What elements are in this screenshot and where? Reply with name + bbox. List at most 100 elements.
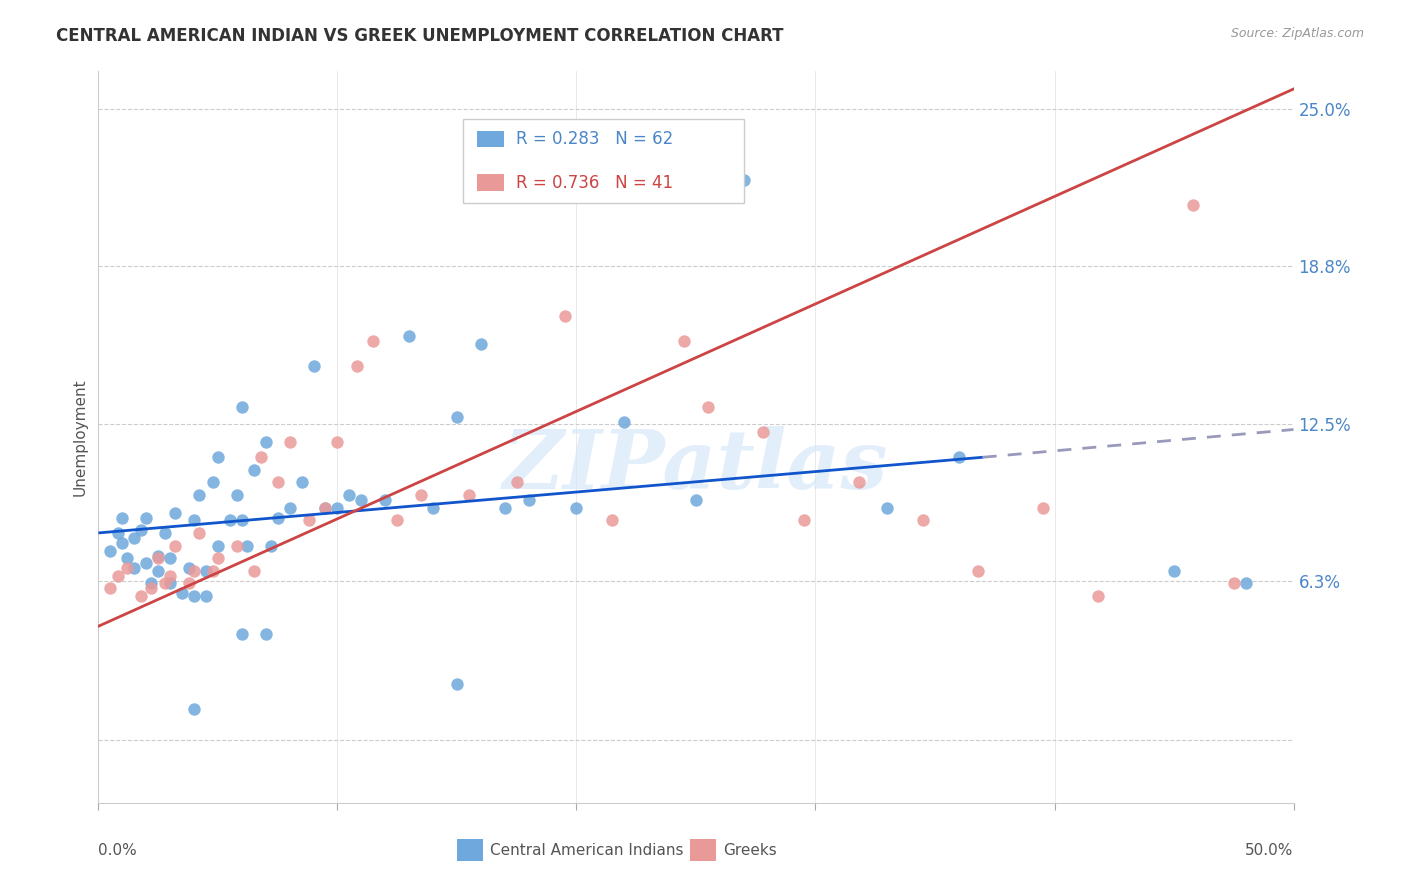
Point [163, 539, 186, 553]
Point [948, 450, 970, 465]
Point [1163, 564, 1185, 578]
Point [470, 336, 492, 351]
Bar [463, 119, 744, 203]
Text: CENTRAL AMERICAN INDIAN VS GREEK UNEMPLOYMENT CORRELATION CHART: CENTRAL AMERICAN INDIAN VS GREEK UNEMPLO… [56, 27, 783, 45]
Point [179, 561, 201, 575]
Point [259, 539, 281, 553]
Point [446, 409, 468, 424]
Point [278, 500, 301, 515]
Point [111, 510, 134, 524]
Point [278, 435, 301, 450]
Text: Source: ZipAtlas.com: Source: ZipAtlas.com [1230, 27, 1364, 40]
Point [235, 539, 257, 553]
Point [506, 475, 529, 490]
Point [411, 488, 433, 502]
Point [107, 569, 129, 583]
Bar [477, 175, 503, 191]
Text: R = 0.736   N = 41: R = 0.736 N = 41 [516, 174, 672, 192]
Point [267, 510, 290, 524]
Point [243, 564, 266, 578]
Point [187, 488, 209, 502]
Point [202, 564, 225, 578]
Point [183, 702, 205, 716]
Point [207, 551, 229, 566]
Point [179, 576, 201, 591]
Bar [690, 839, 716, 862]
Point [302, 359, 325, 374]
Point [326, 435, 349, 450]
Point [131, 589, 153, 603]
Text: R = 0.283   N = 62: R = 0.283 N = 62 [516, 130, 672, 148]
Y-axis label: Unemployment: Unemployment [72, 378, 87, 496]
Point [231, 627, 253, 641]
Text: Central American Indians: Central American Indians [491, 843, 683, 858]
Point [195, 564, 218, 578]
Point [231, 400, 253, 414]
Point [267, 475, 290, 490]
Point [697, 400, 720, 414]
Point [793, 513, 815, 527]
Point [1182, 198, 1205, 212]
Point [139, 576, 162, 591]
Point [155, 525, 177, 540]
Point [187, 525, 209, 540]
Point [172, 586, 194, 600]
Point [159, 569, 181, 583]
Point [517, 493, 540, 508]
Point [446, 677, 468, 691]
Point [148, 551, 170, 566]
Point [673, 334, 696, 349]
Point [159, 576, 181, 591]
Point [183, 564, 205, 578]
Point [350, 493, 373, 508]
Point [1223, 576, 1246, 591]
Text: ZIPatlas: ZIPatlas [503, 426, 889, 507]
Point [458, 488, 481, 502]
Point [98, 543, 122, 558]
Point [226, 488, 249, 502]
Point [219, 513, 242, 527]
Point [139, 582, 162, 596]
Point [613, 415, 636, 429]
Point [1032, 500, 1054, 515]
Point [183, 513, 205, 527]
Point [115, 551, 138, 566]
Point [243, 463, 266, 477]
Point [685, 493, 707, 508]
Point [163, 506, 186, 520]
Point [124, 561, 146, 575]
Point [298, 513, 321, 527]
Point [183, 589, 205, 603]
Point [876, 500, 898, 515]
Point [1234, 576, 1257, 591]
Point [494, 500, 516, 515]
Point [1087, 589, 1109, 603]
Point [107, 525, 129, 540]
Point [195, 589, 218, 603]
Point [254, 435, 277, 450]
Point [315, 500, 337, 515]
Point [207, 539, 229, 553]
Point [207, 450, 229, 465]
Point [967, 564, 990, 578]
Point [131, 524, 153, 538]
Point [565, 500, 588, 515]
Point [363, 334, 385, 349]
Point [111, 536, 134, 550]
Point [385, 513, 409, 527]
Point [602, 513, 624, 527]
Point [159, 551, 181, 566]
Point [98, 582, 122, 596]
Point [422, 500, 444, 515]
Point [554, 309, 576, 323]
Point [326, 500, 349, 515]
Point [752, 425, 775, 439]
Point [911, 513, 934, 527]
Point [250, 450, 273, 465]
Bar [477, 131, 503, 147]
Point [339, 488, 361, 502]
Point [148, 549, 170, 563]
Point [254, 627, 277, 641]
Point [291, 475, 314, 490]
Text: 50.0%: 50.0% [1246, 843, 1294, 858]
